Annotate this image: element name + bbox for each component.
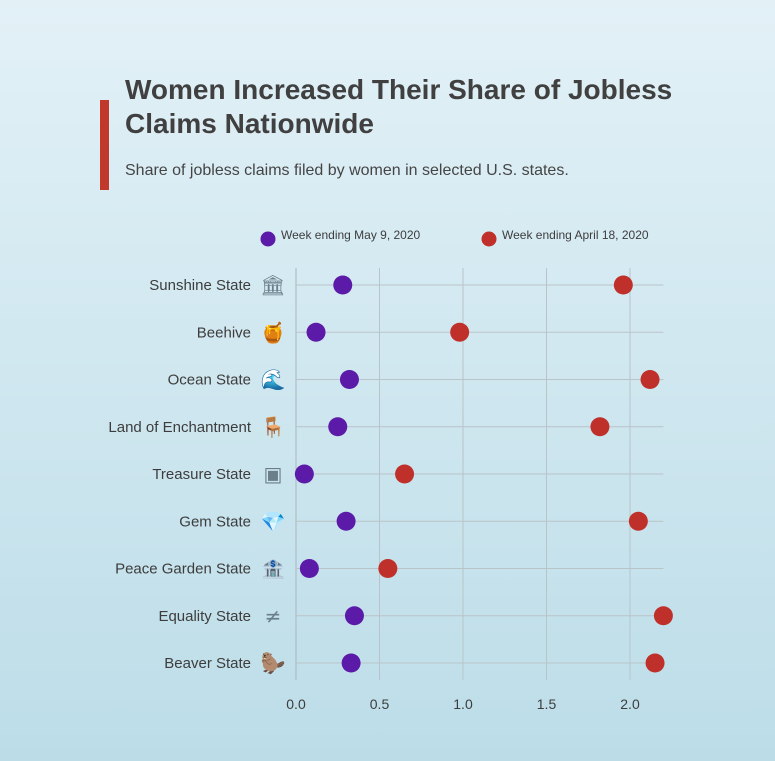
x-tick-label: 0.5 [370,696,390,712]
data-points [294,275,673,673]
category-label: Gem State [179,513,251,530]
point-april-18 [645,653,665,673]
category-label: Treasure State [152,466,251,483]
category-label: Beaver State [164,655,251,672]
point-april-18 [378,559,398,578]
gem-icon: 💎 [261,509,286,533]
legend-label: Week ending April 18, 2020 [502,228,649,242]
x-tick-label: 1.5 [537,696,557,712]
point-may-9 [299,559,319,578]
point-may-9 [328,417,348,437]
point-april-18 [613,275,633,295]
classical-building-icon: 🏛 [260,273,285,297]
point-may-9 [294,464,314,484]
legend-marker [260,231,276,247]
category-label: Beehive [197,324,251,341]
point-may-9 [336,511,356,531]
ocean-wave-icon: 🌊 [261,368,286,392]
point-may-9 [306,322,326,342]
point-april-18 [395,464,415,484]
chart-subtitle: Share of jobless claims filed by women i… [125,162,569,179]
category-label: Peace Garden State [115,561,251,578]
point-may-9 [344,606,364,626]
legend-label: Week ending May 9, 2020 [281,228,421,242]
point-april-18 [450,322,470,342]
x-tick-label: 1.0 [453,696,473,712]
x-tick-label: 0.0 [286,696,306,712]
category-label: Land of Enchantment [108,419,251,436]
category-label: Ocean State [168,372,251,389]
bench-icon: 🪑 [261,415,286,439]
point-april-18 [628,511,648,531]
honey-pot-icon: 🍯 [261,320,286,344]
point-april-18 [640,370,660,389]
chart-title: Women Increased Their Share of Jobless C… [125,74,673,139]
x-axis-tick-labels: 0.0 0.5 1.0 1.5 2.0 [286,696,640,712]
category-label: Sunshine State [149,277,251,294]
point-april-18 [590,417,610,437]
treasure-chest-icon: ▣ [264,462,283,486]
legend-marker [481,231,497,247]
category-label: Equality State [158,608,251,625]
point-may-9 [339,370,359,389]
beaver-icon: 🦫 [261,651,286,675]
bank-building-icon: 🏦 [261,557,286,581]
point-may-9 [341,653,361,673]
y-axis-labels: Sunshine State 🏛 Beehive 🍯 Ocean State 🌊 Land … [108,273,285,675]
x-tick-label: 2.0 [620,696,640,712]
legend: Week ending May 9, 2020 Week ending April… [260,228,649,247]
point-may-9 [333,275,353,295]
title-accent-bar [100,100,109,190]
not-equal-icon: ≠ [265,604,282,628]
point-april-18 [653,606,673,626]
